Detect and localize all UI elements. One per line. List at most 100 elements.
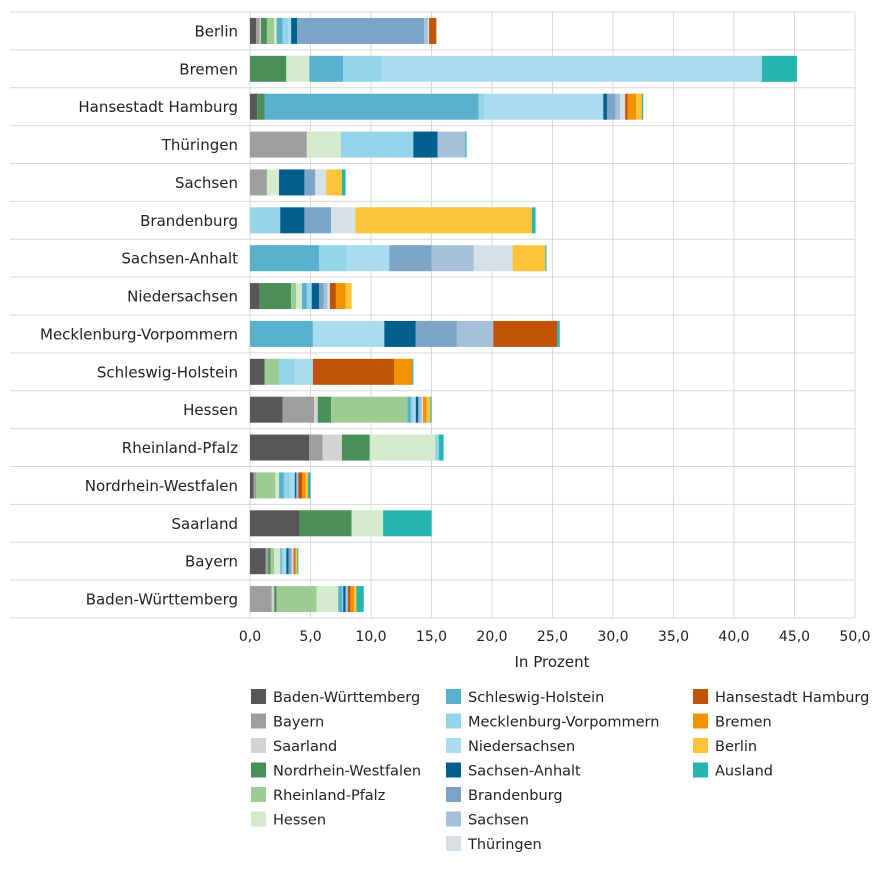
bar-segment (274, 17, 277, 44)
category-label: Schleswig-Holstein (97, 363, 238, 381)
bar-segment (304, 169, 316, 196)
bar-segment (281, 548, 284, 575)
bar-segment (315, 169, 327, 196)
bar-segment (512, 245, 546, 272)
category-label: Brandenburg (140, 212, 238, 230)
bar-segment (493, 320, 558, 347)
bar-segment (250, 207, 281, 234)
legend-label: Brandenburg (468, 788, 563, 804)
bar-segment (413, 131, 438, 158)
category-label: Sachsen (175, 174, 238, 192)
bar-segment (430, 396, 432, 423)
bar-segment (369, 434, 436, 461)
bar-segment (306, 131, 341, 158)
x-tick-label: 5,0 (299, 629, 321, 645)
bar-segment (346, 245, 390, 272)
bar-segment (297, 472, 299, 499)
bar-segment (327, 283, 330, 310)
x-tick-label: 20,0 (476, 629, 507, 645)
bar-segment (456, 320, 494, 347)
bar-segment (642, 93, 644, 120)
bar-segment (276, 586, 317, 613)
bar-segment (331, 396, 408, 423)
bar-segment (431, 245, 474, 272)
bar-segment (317, 396, 332, 423)
legend-label: Schleswig-Holstein (468, 690, 604, 706)
bar-segment (341, 169, 346, 196)
bar-segment (283, 548, 287, 575)
bar-segment (291, 17, 298, 44)
bar-segment (274, 586, 277, 613)
bar-segment (413, 396, 416, 423)
bar-segment (421, 396, 424, 423)
bar-segment (304, 207, 332, 234)
bar-segment (761, 55, 797, 82)
bar-segment (316, 586, 339, 613)
bar-segment (606, 93, 616, 120)
x-tick-label: 50,0 (839, 629, 870, 645)
bar-segment (557, 320, 560, 347)
bar-segment (435, 434, 439, 461)
bar-segment (423, 396, 427, 423)
bar-segment (305, 472, 309, 499)
bar-segment (283, 472, 290, 499)
bar-segment (256, 17, 260, 44)
legend-swatch (446, 811, 461, 827)
bar-segment (318, 283, 324, 310)
bar-segment (295, 548, 298, 575)
bar-segment (348, 586, 351, 613)
legend-swatch (251, 762, 266, 778)
category-label: Nordrhein-Westfalen (85, 477, 238, 495)
bar-segment (250, 55, 287, 82)
bar-segment (615, 93, 621, 120)
bar-segment (250, 510, 300, 537)
bar-segment (256, 472, 276, 499)
x-tick-label: 30,0 (597, 629, 628, 645)
bar-segment (302, 283, 307, 310)
legend-label: Baden-Württemberg (273, 690, 420, 706)
legend-swatch (446, 836, 461, 851)
bar-segment (341, 434, 370, 461)
bar-segment (340, 131, 414, 158)
bar-segment (356, 586, 364, 613)
bar-segment (294, 548, 296, 575)
bar-segment (250, 548, 266, 575)
bar-segment (484, 93, 604, 120)
bar-segment (291, 548, 293, 575)
bar-segment (415, 320, 457, 347)
bar-segment (393, 358, 413, 385)
bar-segment (415, 396, 419, 423)
bar-segment (309, 55, 344, 82)
legend-label: Niedersachsen (468, 739, 575, 755)
bar-segment (250, 320, 313, 347)
bar-segment (250, 586, 272, 613)
bar-segment (253, 472, 257, 499)
legend-label: Hansestadt Hamburg (715, 690, 869, 706)
x-tick-label: 10,0 (355, 629, 386, 645)
bar-segment (279, 169, 305, 196)
legend-label: Bayern (273, 715, 324, 731)
category-label: Bayern (185, 553, 238, 571)
category-label: Bremen (179, 60, 238, 78)
bar-segment (354, 586, 357, 613)
bar-segment (282, 396, 315, 423)
bar-segment (620, 93, 626, 120)
bar-segment (627, 93, 636, 120)
bar-segment (279, 472, 284, 499)
bar-segment (384, 320, 416, 347)
category-label: Mecklenburg-Vorpommern (40, 325, 238, 343)
bar-segment (351, 510, 384, 537)
bar-segment (323, 283, 328, 310)
bar-segment (297, 17, 425, 44)
legend-swatch (446, 762, 461, 778)
bar-segment (331, 207, 356, 234)
bar-segment (478, 93, 485, 120)
bar-segment (266, 17, 275, 44)
x-tick-label: 35,0 (658, 629, 689, 645)
bar-segment (259, 283, 292, 310)
bar-segment (250, 396, 283, 423)
bar-segment (412, 358, 414, 385)
category-label: Baden-Württemberg (86, 591, 238, 609)
bar-segment (299, 510, 352, 537)
